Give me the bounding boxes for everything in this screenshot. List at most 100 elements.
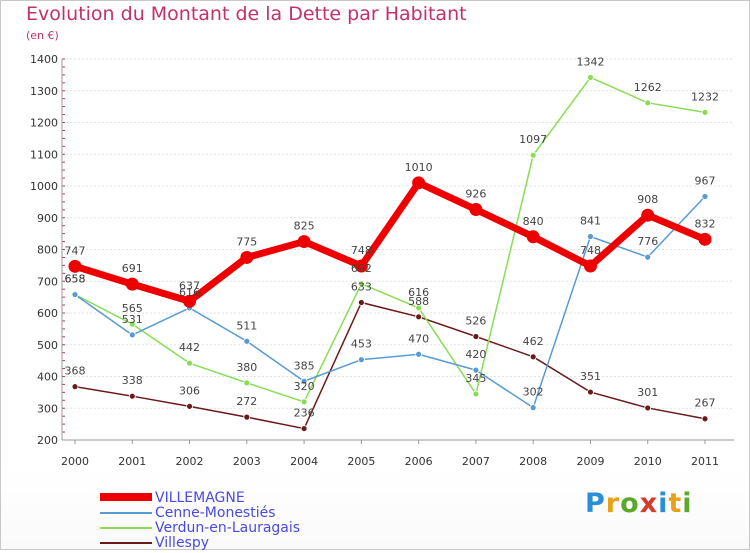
data-label: 633 (351, 281, 372, 294)
data-label: 1010 (405, 161, 433, 174)
data-point (300, 425, 308, 432)
y-tick-label: 1300 (30, 85, 58, 98)
data-point (587, 233, 594, 240)
legend-label: Villespy (155, 535, 210, 551)
legend-swatch (100, 493, 152, 501)
data-point (529, 404, 537, 412)
data-point (412, 176, 426, 190)
x-tick-label: 2004 (290, 455, 318, 468)
data-point (357, 299, 365, 306)
data-point (698, 232, 712, 246)
data-point (644, 404, 652, 412)
data-point (415, 350, 423, 358)
data-point (300, 398, 308, 406)
data-point (357, 280, 365, 288)
logo-letter: t (668, 488, 683, 519)
x-tick-label: 2008 (519, 455, 547, 468)
data-label: 1097 (519, 133, 547, 146)
data-point (644, 99, 652, 107)
legend-swatch (100, 542, 152, 544)
data-label: 926 (465, 187, 486, 200)
data-point (469, 202, 483, 216)
data-point (529, 353, 537, 361)
data-point (641, 208, 655, 222)
data-point (243, 413, 251, 421)
y-tick-label: 500 (37, 339, 58, 352)
data-label: 380 (236, 361, 257, 374)
x-tick-label: 2007 (462, 455, 490, 468)
data-point (701, 193, 709, 200)
data-point (587, 388, 594, 396)
data-label: 637 (179, 279, 200, 292)
series-line-1 (74, 195, 706, 409)
data-label: 776 (637, 235, 658, 248)
y-tick-label: 300 (37, 402, 58, 415)
data-label: 616 (408, 286, 429, 299)
data-point (701, 108, 709, 116)
x-tick-label: 2002 (176, 455, 204, 468)
data-label: 1232 (691, 90, 719, 103)
data-point (68, 259, 82, 273)
data-label: 302 (523, 386, 544, 399)
logo-letter: r (605, 488, 621, 519)
data-label: 748 (580, 244, 601, 257)
data-label: 511 (236, 319, 257, 332)
chart-unit: (en €) (26, 29, 59, 42)
logo-letter: i (658, 488, 669, 519)
y-tick-label: 900 (37, 212, 58, 225)
logo-letter: x (639, 488, 659, 519)
series-line-0 (73, 179, 707, 305)
data-point (644, 253, 652, 261)
legend-label: Verdun-en-Lauragais (155, 520, 301, 536)
y-tick-label: 700 (37, 275, 58, 288)
x-tick-label: 2000 (61, 455, 89, 468)
data-label: 616 (179, 286, 200, 299)
data-point (472, 333, 480, 340)
data-label: 526 (465, 314, 486, 327)
data-label: 748 (351, 244, 372, 257)
data-label: 306 (179, 384, 200, 397)
chart-title: Evolution du Montant de la Dette par Hab… (26, 3, 467, 25)
data-point (415, 304, 423, 312)
y-tick-label: 1400 (30, 53, 58, 66)
data-label: 267 (695, 397, 716, 410)
data-point (529, 151, 537, 159)
data-point (128, 320, 136, 328)
data-label: 236 (294, 407, 315, 420)
y-tick-label: 400 (37, 371, 58, 384)
data-label: 338 (122, 374, 143, 387)
data-point (472, 366, 480, 374)
data-label: 470 (408, 332, 429, 345)
data-label: 351 (580, 370, 601, 383)
y-tick-label: 1200 (30, 117, 58, 130)
x-tick-label: 2006 (405, 455, 433, 468)
data-label: 301 (637, 386, 658, 399)
data-label: 531 (122, 313, 143, 326)
data-label: 442 (179, 341, 200, 354)
data-point (701, 415, 709, 423)
data-label: 1342 (576, 55, 604, 68)
logo-letter: o (620, 488, 640, 519)
proxiti-logo: Proxiti (585, 488, 693, 519)
data-label: 1262 (634, 81, 662, 94)
data-label: 385 (294, 359, 315, 372)
data-point (300, 377, 308, 385)
data-point (583, 259, 597, 273)
data-label: 832 (695, 217, 716, 230)
legend-swatch (100, 527, 152, 529)
data-label: 420 (465, 348, 486, 361)
data-label: 345 (465, 372, 486, 385)
legend-label: VILLEMAGNE (155, 490, 245, 506)
data-point (186, 402, 193, 410)
data-label: 747 (65, 244, 86, 257)
data-label: 565 (122, 302, 143, 315)
data-point (128, 392, 136, 400)
data-point (354, 259, 368, 273)
data-point (297, 235, 311, 249)
legend-swatch (100, 512, 152, 514)
data-point (183, 294, 197, 308)
legend-label: Cenne-Monestiés (155, 505, 276, 521)
data-label: 840 (523, 215, 544, 228)
data-label: 320 (294, 380, 315, 393)
data-label: 775 (236, 235, 257, 248)
